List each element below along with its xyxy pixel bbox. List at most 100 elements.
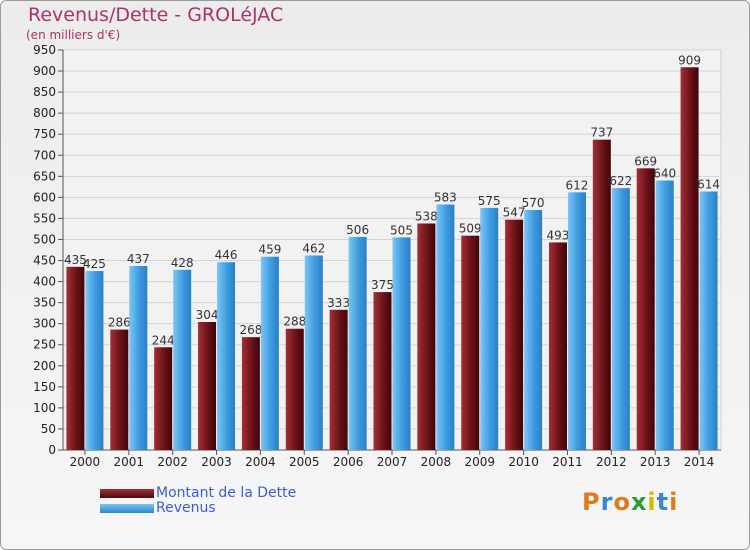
bar-dette: [198, 322, 217, 450]
value-label-dette: 333: [327, 296, 350, 310]
y-tick-label: 700: [33, 148, 56, 162]
x-tick-label: 2003: [201, 455, 232, 469]
bar-revenus: [699, 191, 718, 450]
value-label-revenus: 506: [346, 223, 369, 237]
logo-letter: P: [582, 488, 601, 516]
bar-revenus: [304, 255, 323, 450]
bar-revenus: [436, 204, 455, 450]
bar-revenus: [260, 256, 279, 450]
bar-dette: [417, 223, 436, 450]
logo-letter: t: [656, 488, 670, 516]
value-label-revenus: 425: [83, 257, 106, 271]
bar-revenus: [567, 192, 586, 450]
bar-dette: [461, 235, 480, 450]
x-tick-label: 2002: [157, 455, 188, 469]
value-label-revenus: 446: [215, 248, 238, 262]
bar-dette: [66, 266, 85, 450]
bar-revenus: [129, 266, 148, 450]
value-label-dette: 493: [547, 228, 570, 242]
value-label-dette: 547: [503, 206, 526, 220]
y-tick-label: 850: [33, 85, 56, 99]
x-tick-label: 2004: [245, 455, 276, 469]
logo-letter: i: [647, 488, 657, 516]
bar-dette: [680, 67, 699, 451]
y-tick-label: 50: [41, 422, 56, 436]
x-tick-label: 2006: [333, 455, 364, 469]
bar-revenus: [524, 210, 543, 450]
value-label-dette: 669: [634, 154, 657, 168]
x-tick-label: 2009: [464, 455, 495, 469]
bar-revenus: [217, 262, 236, 450]
logo-letter: r: [600, 488, 614, 516]
bar-revenus: [85, 271, 104, 450]
x-tick-label: 2014: [684, 455, 715, 469]
x-tick-label: 2011: [552, 455, 583, 469]
y-tick-label: 0: [48, 443, 56, 457]
y-tick-label: 300: [33, 317, 56, 331]
x-tick-label: 2007: [377, 455, 408, 469]
y-tick-label: 350: [33, 296, 56, 310]
bar-dette: [636, 168, 655, 450]
value-label-dette: 538: [415, 209, 438, 223]
x-tick-label: 2000: [70, 455, 101, 469]
y-tick-label: 600: [33, 190, 56, 204]
chart-subtitle: (en milliers d'€): [26, 28, 121, 42]
y-tick-label: 100: [33, 401, 56, 415]
y-tick-label: 900: [33, 64, 56, 78]
bar-revenus: [392, 237, 411, 450]
x-tick-label: 2008: [421, 455, 452, 469]
y-tick-label: 250: [33, 338, 56, 352]
y-tick-label: 150: [33, 380, 56, 394]
value-label-dette: 737: [590, 126, 613, 140]
value-label-dette: 288: [283, 315, 306, 329]
y-tick-label: 750: [33, 127, 56, 141]
bar-dette: [373, 292, 392, 450]
value-label-dette: 286: [108, 316, 131, 330]
y-tick-label: 500: [33, 232, 56, 246]
bar-dette: [592, 139, 611, 450]
bar-dette: [329, 309, 348, 450]
value-label-dette: 304: [196, 308, 219, 322]
value-label-revenus: 428: [171, 256, 194, 270]
y-tick-label: 450: [33, 254, 56, 268]
y-tick-label: 950: [33, 43, 56, 57]
legend-swatch-dette: [100, 489, 154, 498]
value-label-revenus: 570: [522, 196, 545, 210]
value-label-revenus: 612: [566, 178, 589, 192]
proxiti-logo: Proxiti: [582, 488, 678, 516]
bar-revenus: [611, 188, 630, 450]
value-label-revenus: 575: [478, 194, 501, 208]
chart-title: Revenus/Dette - GROLéJAC: [28, 4, 284, 26]
bar-dette: [110, 329, 129, 450]
value-label-revenus: 614: [697, 177, 720, 191]
value-label-revenus: 462: [302, 241, 325, 255]
bar-dette: [285, 328, 304, 450]
y-tick-label: 400: [33, 275, 56, 289]
value-label-revenus: 622: [609, 174, 632, 188]
plot-area: [62, 49, 722, 451]
value-label-dette: 435: [64, 253, 87, 267]
y-tick-label: 650: [33, 169, 56, 183]
value-label-dette: 244: [152, 333, 175, 347]
legend-swatch-revenus: [100, 504, 154, 513]
legend-label-revenus: Revenus: [156, 500, 216, 516]
value-label-dette: 268: [239, 323, 262, 337]
value-label-revenus: 437: [127, 252, 150, 266]
y-tick-label: 200: [33, 359, 56, 373]
x-tick-label: 2005: [289, 455, 320, 469]
logo-letter: i: [669, 488, 679, 516]
y-tick-label: 550: [33, 211, 56, 225]
bar-dette: [154, 347, 173, 450]
value-label-dette: 375: [371, 278, 394, 292]
y-tick-label: 800: [33, 106, 56, 120]
bar-revenus: [173, 269, 192, 450]
bar-revenus: [655, 180, 674, 451]
bar-dette: [505, 219, 524, 450]
value-label-revenus: 640: [653, 167, 676, 181]
value-label-revenus: 459: [258, 243, 281, 257]
bar-dette: [241, 337, 260, 450]
value-label-dette: 509: [459, 222, 482, 236]
logo-letter: o: [613, 488, 631, 516]
legend-label-dette: Montant de la Dette: [156, 485, 297, 501]
